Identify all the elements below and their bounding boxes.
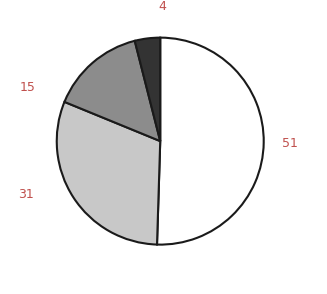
Wedge shape (57, 102, 160, 245)
Text: 4: 4 (158, 0, 166, 13)
Text: 15: 15 (20, 81, 36, 94)
Text: 31: 31 (18, 188, 34, 201)
Text: 51: 51 (282, 137, 298, 150)
Wedge shape (135, 38, 160, 141)
Wedge shape (157, 38, 264, 245)
Wedge shape (64, 41, 160, 141)
